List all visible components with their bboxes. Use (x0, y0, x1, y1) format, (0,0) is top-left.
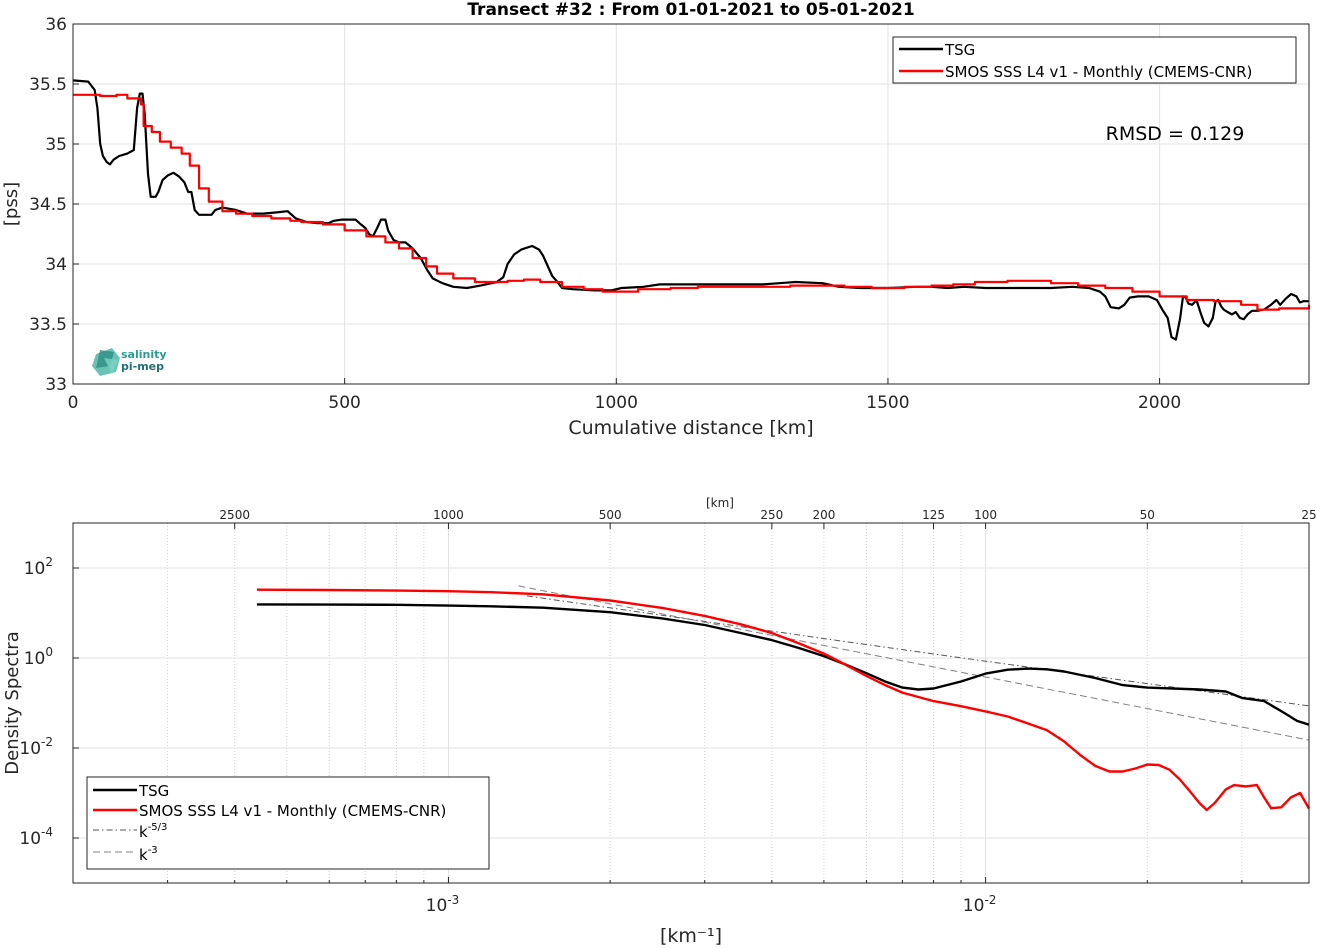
top-x-axis-label: Cumulative distance [km] (568, 417, 813, 439)
bottom-legend-label-k3-base: k (139, 846, 148, 864)
top-y-tick-label: 35.5 (29, 75, 67, 95)
bottom-top-axis-label: [km] (706, 496, 734, 510)
top-y-tick-label: 33.5 (29, 315, 67, 335)
bottom-legend: TSG SMOS SSS L4 v1 - Monthly (CMEMS-CNR)… (86, 776, 490, 870)
bottom-legend-label-k3: k-3 (139, 845, 158, 864)
bottom-legend-label-k53: k-5/3 (139, 822, 167, 841)
bottom-y-tick-label-exp: -4 (41, 825, 53, 839)
top-x-tick-label: 1500 (866, 393, 909, 413)
bottom-y-tick-label-exp: 0 (45, 645, 53, 659)
bottom-x-tick-label-base: 10 (963, 896, 985, 916)
logo-text-salinity: salinity (121, 348, 167, 361)
bottom-series-line-k53 (526, 595, 1310, 707)
bottom-y-tick-label: 102 (24, 555, 53, 579)
top-y-tick-label: 35 (45, 135, 67, 155)
bottom-legend-label-k53-sup: -5/3 (148, 822, 168, 833)
logo-text-pi-mep: pi-mep (121, 360, 164, 373)
bottom-top-tick-label: 100 (974, 508, 997, 522)
top-series-line-tsg (72, 79, 1309, 341)
bottom-top-tick-label: 200 (812, 508, 835, 522)
top-legend-label-smos: SMOS SSS L4 v1 - Monthly (CMEMS-CNR) (945, 63, 1252, 81)
bottom-legend-box (86, 776, 490, 870)
bottom-top-tick-label: 250 (760, 508, 783, 522)
bottom-y-tick-label: 100 (24, 645, 53, 669)
bottom-legend-label-k3-sup: -3 (148, 845, 158, 856)
bottom-legend-label-tsg: TSG (138, 782, 169, 800)
top-x-tick-label: 2000 (1138, 393, 1181, 413)
bottom-y-tick-label-base: 10 (24, 649, 46, 669)
top-legend-label-tsg: TSG (944, 41, 975, 59)
top-x-tick-label: 0 (68, 393, 79, 413)
bottom-x-tick-label: 10-2 (963, 893, 997, 916)
top-y-axis-label: [pss] (1, 182, 22, 226)
bottom-y-tick-label: 10-4 (19, 825, 53, 849)
top-tick-layer: 0 500 1000 1500 2000 33 33.5 34 34.5 35 35.5 36 (29, 15, 1181, 413)
salinity-transect-panel: Transect #32 : From 01-01-2021 to 05-01-… (1, 0, 1311, 439)
top-legend: TSG SMOS SSS L4 v1 - Monthly (CMEMS-CNR) (892, 36, 1297, 84)
bottom-y-tick-label-base: 10 (19, 829, 41, 849)
bottom-y-tick-label-base: 10 (19, 739, 41, 759)
top-x-tick-label: 500 (328, 393, 360, 413)
bottom-top-tick-label: 25 (1301, 508, 1316, 522)
bottom-legend-label-smos: SMOS SSS L4 v1 - Monthly (CMEMS-CNR) (139, 802, 446, 820)
bottom-y-tick-label-exp: 2 (45, 555, 53, 569)
bottom-series-line-tsg (256, 603, 1310, 726)
bottom-series-line-k3 (518, 585, 1310, 741)
bottom-top-tick-label: 1000 (433, 508, 464, 522)
top-y-tick-label: 36 (45, 15, 67, 35)
top-chart-title: Transect #32 : From 01-01-2021 to 05-01-… (467, 0, 914, 20)
bottom-series-line-smos (256, 588, 1311, 812)
bottom-axes-box (72, 522, 1310, 884)
top-y-tick-label: 34 (45, 255, 67, 275)
bottom-x-axis-label: [km⁻¹] (660, 925, 722, 947)
bottom-x-tick-label-base: 10 (426, 896, 448, 916)
bottom-legend-label-k53-base: k (139, 823, 148, 841)
bottom-x-tick-label: 10-3 (426, 893, 460, 916)
rmsd-annotation: RMSD = 0.129 (1106, 123, 1245, 145)
bottom-y-tick-label: 10-2 (19, 735, 53, 759)
bottom-y-tick-label-base: 10 (24, 559, 46, 579)
top-y-tick-label: 34.5 (29, 195, 67, 215)
top-legend-box (892, 36, 1297, 84)
top-y-tick-label: 33 (45, 375, 67, 395)
salinity-pi-mep-logo: salinity pi-mep (92, 348, 167, 376)
bottom-y-tick-label-exp: -2 (41, 735, 53, 749)
bottom-top-tick-label: 500 (599, 508, 622, 522)
bottom-x-tick-label-exp: -3 (447, 893, 459, 907)
bottom-y-axis-label: Density Spectra (2, 631, 23, 774)
bottom-top-tick-label: 2500 (219, 508, 250, 522)
top-x-tick-label: 1000 (595, 393, 638, 413)
bottom-series-layer (256, 585, 1311, 812)
bottom-top-tick-label: 125 (922, 508, 945, 522)
top-series-line-smos (73, 93, 1311, 311)
bottom-x-tick-label-exp: -2 (984, 893, 996, 907)
bottom-top-tick-label: 50 (1140, 508, 1155, 522)
top-series-layer (72, 79, 1311, 341)
